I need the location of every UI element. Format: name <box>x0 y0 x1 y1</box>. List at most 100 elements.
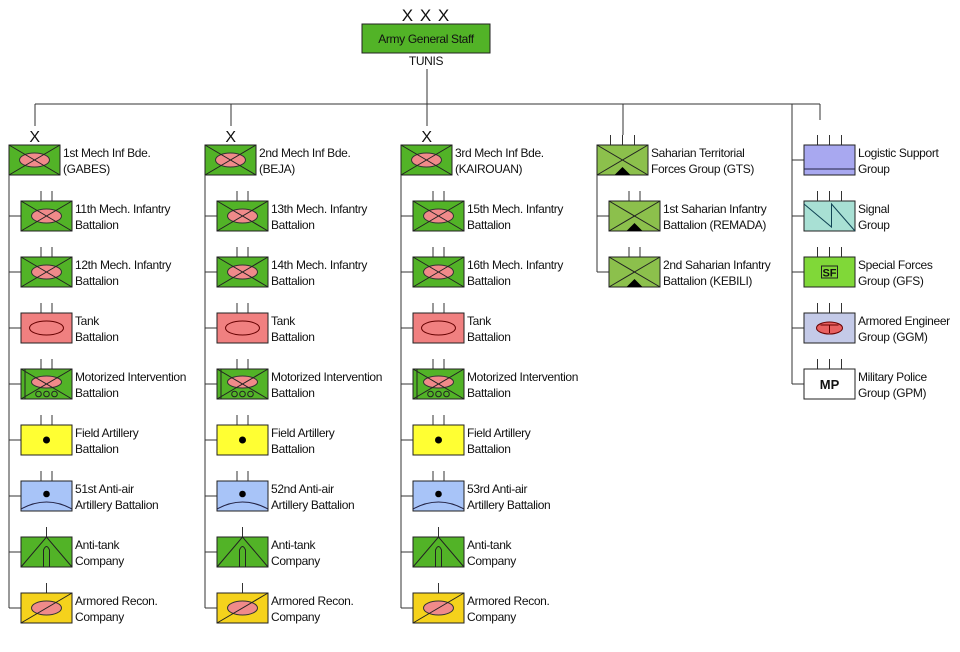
unit-name-line2: Battalion <box>271 442 315 456</box>
unit-node: 53rd Anti-air Artillery Battalion <box>412 471 551 512</box>
wheel-icon <box>443 390 450 398</box>
artillery-dot-icon <box>435 490 442 498</box>
brigade-echelon-mark: X <box>421 129 432 146</box>
unit-name-line2: Battalion <box>75 218 119 232</box>
unit-name-line2: (BEJA) <box>259 162 295 176</box>
hq-node: X X X Army General Staff TUNIS <box>361 6 491 104</box>
unit-node: 11th Mech. Infantry Battalion <box>20 191 171 232</box>
artillery-dot-icon <box>435 436 442 444</box>
armor-ellipse-icon <box>31 375 62 389</box>
unit-node: SF Special Forces Group (GFS) <box>803 247 933 288</box>
wheel-icon <box>239 390 246 398</box>
anti-tank-chevron <box>20 536 73 568</box>
armor-ellipse-icon <box>421 320 456 336</box>
unit-node: X 2nd Mech Inf Bde. (BEJA) <box>204 129 351 176</box>
unit-node: Anti-tank Company <box>412 527 517 568</box>
anti-tank-missile-icon <box>435 546 442 567</box>
unit-name: Tank <box>271 314 296 328</box>
unit-name: 1st Mech Inf Bde. <box>63 146 150 160</box>
unit-node: Motorized Intervention Battalion <box>412 359 578 400</box>
unit-name-line2: Group (GGM) <box>858 330 928 344</box>
anti-tank-chevron <box>412 536 465 568</box>
unit-name: Field Artillery <box>75 426 139 440</box>
sf-label: SF <box>822 268 836 280</box>
unit-name-line2: Battalion (KEBILI) <box>663 274 752 288</box>
armor-ellipse-icon <box>227 375 258 389</box>
unit-node: 14th Mech. Infantry Battalion <box>216 247 368 288</box>
armor-ellipse-icon <box>225 320 260 336</box>
unit-node: 52nd Anti-air Artillery Battalion <box>216 471 355 512</box>
cross-line <box>20 368 73 400</box>
unit-name: Military Police <box>858 370 927 384</box>
unit-name-line2: (KAIROUAN) <box>455 162 523 176</box>
unit-name-line2: Company <box>271 610 320 624</box>
unit-node: Motorized Intervention Battalion <box>20 359 186 400</box>
brigade-echelon-mark: X <box>225 129 236 146</box>
unit-node: Field Artillery Battalion <box>412 415 531 456</box>
unit-name: Anti-tank <box>75 538 121 552</box>
unit-node: Motorized Intervention Battalion <box>216 359 382 400</box>
unit-frame <box>412 312 465 344</box>
cross-line <box>412 200 465 232</box>
unit-name-line2: Battalion <box>75 274 119 288</box>
unit-node: Saharian Territorial Forces Group (GTS) <box>596 135 755 176</box>
cross-line <box>608 200 661 232</box>
unit-frame <box>412 536 465 568</box>
unit-name-line2: Battalion <box>75 442 119 456</box>
unit-node: Field Artillery Battalion <box>216 415 335 456</box>
unit-name-line2: Battalion <box>467 330 511 344</box>
cross-line <box>412 368 465 400</box>
unit-frame <box>803 368 856 400</box>
unit-node: 16th Mech. Infantry Battalion <box>412 247 564 288</box>
unit-name: 1st Saharian Infantry <box>663 202 767 216</box>
cross-line <box>216 256 269 288</box>
unit-name: Armored Engineer <box>858 314 950 328</box>
unit-node: 13th Mech. Infantry Battalion <box>216 191 368 232</box>
cross-line <box>608 256 661 288</box>
air-defense-arc <box>216 501 269 510</box>
unit-name-line2: Group (GFS) <box>858 274 924 288</box>
unit-name: 11th Mech. Infantry <box>75 202 171 216</box>
cross-line <box>216 200 269 232</box>
unit-name: 3rd Mech Inf Bde. <box>455 146 544 160</box>
unit-node: 1st Saharian Infantry Battalion (REMADA) <box>608 191 767 232</box>
unit-name: 52nd Anti-air <box>271 482 334 496</box>
cross-line <box>204 144 257 176</box>
cross-line <box>400 144 453 176</box>
unit-name-line2: Company <box>467 610 516 624</box>
unit-name-line2: Group <box>858 218 890 232</box>
unit-name: 13th Mech. Infantry <box>271 202 367 216</box>
unit-name: Saharian Territorial <box>651 146 745 160</box>
wheel-icon <box>51 390 58 398</box>
anti-tank-chevron <box>216 536 269 568</box>
engineer-icon <box>820 324 839 333</box>
anti-tank-missile-icon <box>43 546 50 567</box>
unit-name: 2nd Saharian Infantry <box>663 258 771 272</box>
artillery-dot-icon <box>239 436 246 444</box>
unit-name-line2: Battalion <box>467 386 511 400</box>
unit-name: Motorized Intervention <box>271 370 382 384</box>
mountain-triangle-icon <box>614 167 631 175</box>
unit-node: Tank Battalion <box>216 303 315 344</box>
unit-node: 2nd Saharian Infantry Battalion (KEBILI) <box>608 247 771 288</box>
unit-name-line2: Battalion <box>75 330 119 344</box>
unit-name: 53rd Anti-air <box>467 482 528 496</box>
recon-diagonal <box>216 592 269 624</box>
unit-name: Armored Recon. <box>271 594 353 608</box>
unit-name-line2: Artillery Battalion <box>271 498 354 512</box>
air-defense-arc <box>20 501 73 510</box>
signal-lightning-icon <box>803 202 856 232</box>
unit-name: Armored Recon. <box>467 594 549 608</box>
mountain-triangle-icon <box>626 279 643 287</box>
hq-name: Army General Staff <box>378 32 475 46</box>
unit-frame <box>803 256 856 288</box>
unit-name: Anti-tank <box>467 538 513 552</box>
unit-name: Anti-tank <box>271 538 317 552</box>
unit-name: 15th Mech. Infantry <box>467 202 563 216</box>
unit-name-line2: Battalion <box>271 218 315 232</box>
unit-node: 51st Anti-air Artillery Battalion <box>20 471 159 512</box>
armor-ellipse-icon <box>29 320 64 336</box>
unit-name-line2: Battalion <box>467 442 511 456</box>
hq-box <box>361 23 491 54</box>
